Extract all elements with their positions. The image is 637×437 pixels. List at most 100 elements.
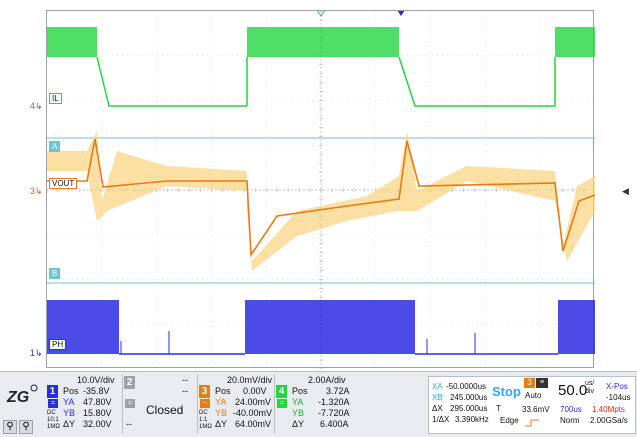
channel4-coupling-icon: = [277, 399, 287, 408]
channel3-panel[interactable]: 3 20.0mV/div Pos 0.00V ~ YA 24.00mV YB -… [199, 375, 273, 433]
ref-b-label: B [49, 268, 61, 279]
sample-rate: 2.00GSa/s [590, 416, 628, 425]
channel4-ya: -1.320A [318, 397, 350, 407]
channel2-dash-3: -- [126, 419, 132, 429]
divider [274, 375, 275, 433]
cursor-dx-label: ΔX [432, 404, 443, 413]
cursor-dx: 295.000us [450, 404, 488, 413]
trigger-t-label: T [496, 404, 501, 413]
cursor-xa-label: XA [432, 382, 443, 391]
ch3-ground-marker[interactable]: 3↳ [30, 186, 43, 196]
channel1-pos-label: Pos [63, 386, 79, 396]
channel3-number: 3 [199, 385, 210, 398]
ch1-burst [245, 300, 415, 354]
timebase-unit-bottom: div [585, 388, 594, 395]
waveform-plot [47, 11, 595, 369]
divider [197, 375, 198, 433]
chevron-left-icon[interactable]: ◀ [622, 186, 629, 196]
channel3-dy-label: ΔY [215, 419, 228, 429]
channel4-pos: 3.72A [326, 386, 350, 396]
ch4-trace [398, 56, 555, 107]
channel4-label: IL [49, 93, 62, 104]
channel1-panel[interactable]: 1 10.0V/div Pos -35.8V = YA 47.80V YB 15… [47, 375, 121, 433]
timebase-unit-top: us/ [585, 380, 595, 387]
channel1-label: PH [49, 339, 67, 350]
channel2-number: 2 [124, 376, 135, 389]
cursor-xb-label: XB [432, 393, 443, 402]
channel3-label: VOUT [49, 178, 78, 189]
trigger-level: 33.6mV [522, 405, 550, 414]
ch4-edge [246, 57, 556, 106]
ch1-ground-marker[interactable]: 1↳ [30, 348, 43, 358]
channel4-yb-label: YB [292, 408, 305, 418]
channel1-dy-label: ΔY [63, 419, 76, 429]
channel2-dash-1: -- [182, 375, 188, 385]
cursor-xb: 245.000us [450, 393, 488, 402]
channel3-coupling: DC 1:1 1MΩ [199, 410, 212, 430]
xpos-label: X-Pos [606, 382, 628, 391]
trigger-type[interactable]: Edge [500, 416, 519, 425]
channel3-yb: -40.00mV [233, 408, 273, 418]
ch4-ground-marker[interactable]: 4↳ [30, 101, 43, 111]
channel3-ya-label: YA [215, 397, 227, 407]
channel3-scale: 20.0mV/div [227, 375, 273, 385]
channel1-ya-label: YA [63, 397, 75, 407]
channel4-yb: -7.720A [318, 408, 350, 418]
channel1-yb: 15.80V [83, 408, 112, 418]
channel4-scale: 2.00A/div [308, 375, 346, 385]
channel4-number: 4 [276, 385, 287, 398]
cursor-inv-dx: 3.390kHz [455, 415, 489, 424]
ground-arrow-icon: ↳ [35, 348, 43, 358]
channel1-number: 1 [47, 385, 58, 398]
channel3-pos: 0.00V [243, 386, 267, 396]
status-bar: ZG ⚲ ⚲ 1 10.0V/div Pos -35.8V = YA 47.80… [0, 371, 637, 437]
svg-text:ZG: ZG [6, 389, 29, 406]
channel1-ya: 47.80V [83, 397, 112, 407]
time-window: 700us [560, 405, 582, 414]
search-icon[interactable]: ⚲ [19, 420, 33, 434]
waveforms [47, 27, 595, 355]
ground-arrow-icon: ↳ [35, 186, 43, 196]
cursor-xa: -50.0000us [446, 382, 487, 391]
channel3-ya: 24.00mV [235, 397, 272, 407]
channel1-coupling-icon: = [48, 399, 58, 408]
ch3-trace [47, 138, 595, 258]
ref-a-label: A [49, 141, 61, 152]
zlg-logo: ZG [4, 382, 38, 408]
channel4-dy-label: ΔY [292, 419, 305, 429]
channel1-dy: 32.00V [83, 419, 112, 429]
waveform-display[interactable]: IL A VOUT B PH [46, 10, 595, 369]
divider [122, 375, 123, 433]
channel1-pos: -35.8V [83, 386, 110, 396]
rising-edge-icon [524, 415, 540, 427]
zoom-icon[interactable]: ⚲ [3, 420, 17, 434]
channel2-coupling-icon: = [125, 399, 135, 408]
channel4-panel[interactable]: 4 2.00A/div Pos 3.72A = YA -1.320A YB -7… [276, 375, 350, 433]
ch1-burst [558, 300, 595, 354]
cursor-inv-dx-label: 1/ΔX [432, 415, 450, 424]
memory-depth: 1.40Mpts [592, 405, 625, 414]
channel4-ya-label: YA [292, 397, 304, 407]
run-stop-button[interactable]: Stop [492, 384, 521, 399]
ch4-burst [47, 27, 97, 57]
channel2-panel[interactable]: 2 -- -- = Closed -- [124, 375, 196, 433]
channel3-pos-label: Pos [215, 386, 231, 396]
ch4-burst [247, 27, 399, 57]
channel4-dy: 6.400A [320, 419, 349, 429]
channel2-status: Closed [146, 403, 184, 417]
channel3-coupling-icon: ~ [200, 399, 210, 408]
channel2-dash-2: -- [182, 386, 188, 396]
timebase-scale[interactable]: 50.0 [558, 382, 588, 399]
ground-arrow-icon: ↳ [35, 101, 43, 111]
channel1-yb-label: YB [63, 408, 76, 418]
acquire-mode[interactable]: Norm [560, 416, 580, 425]
channel3-yb-label: YB [215, 408, 228, 418]
trigger-mode[interactable]: Auto [525, 391, 542, 400]
channel1-coupling: DC 10:1 1MΩ [47, 410, 60, 430]
trigger-icon: ≡ [536, 378, 548, 388]
trigger-source-badge[interactable]: 3 [524, 378, 535, 388]
time-offset-marker [397, 11, 405, 16]
channel3-dy: 64.00mV [235, 419, 272, 429]
ch4-burst [555, 27, 595, 57]
trigger-position-marker [317, 11, 325, 17]
